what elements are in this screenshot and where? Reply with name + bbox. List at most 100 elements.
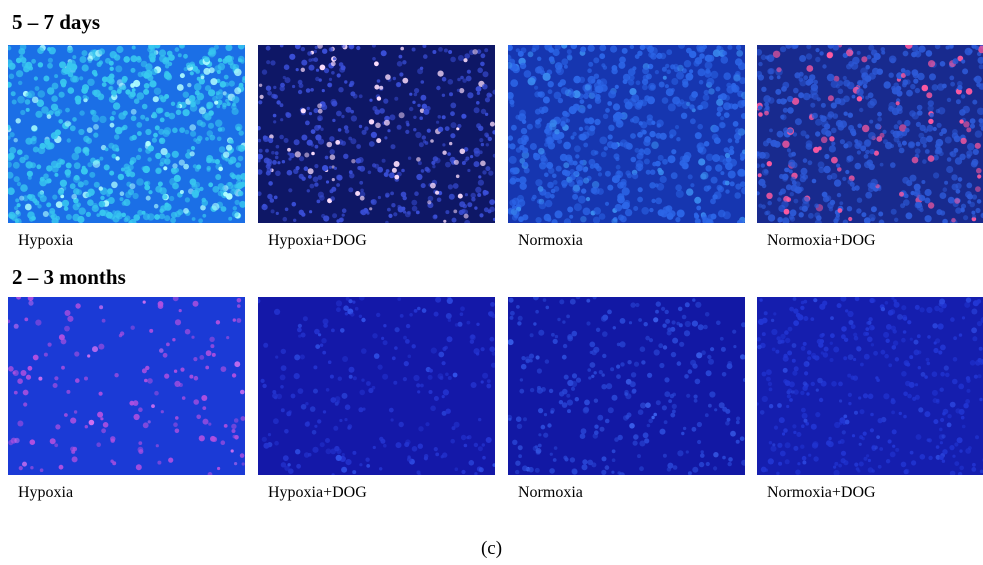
cell-nucleus [736,50,743,57]
cell-nucleus [963,403,968,408]
cell-nucleus [490,122,495,127]
cell-nucleus [708,404,712,408]
cell-nucleus [620,216,627,223]
cell-nucleus [729,159,737,167]
cell-nucleus [67,138,71,142]
cell-nucleus [645,402,651,408]
cell-nucleus [572,373,577,378]
cell-nucleus [635,303,639,307]
cell-nucleus [852,95,856,99]
cell-nucleus [684,374,689,379]
cell-nucleus [21,370,27,376]
cell-nucleus [231,184,238,191]
cell-nucleus [233,435,237,439]
cell-nucleus [414,309,418,313]
cell-nucleus [777,131,784,138]
cell-nucleus [452,426,456,430]
cell-nucleus [465,193,468,196]
cell-nucleus [682,315,687,320]
cell-nucleus [546,306,550,310]
cell-nucleus [584,118,590,124]
cell-nucleus [708,359,714,365]
cell-nucleus [199,187,203,191]
cell-nucleus [154,391,159,396]
cell-nucleus [347,426,351,430]
cell-nucleus [387,129,390,132]
cell-nucleus [543,298,547,302]
cell-nucleus [772,443,775,446]
cell-nucleus [736,421,740,425]
cell-nucleus [294,139,300,145]
cell-nucleus [260,95,264,99]
cell-nucleus [783,99,787,103]
cell-nucleus [681,432,684,435]
cell-nucleus [482,170,486,174]
cell-nucleus [25,62,32,69]
cell-nucleus [476,352,479,355]
cell-nucleus [180,73,185,78]
cell-nucleus [871,58,877,64]
cell-nucleus [889,56,897,64]
cell-nucleus [467,202,472,207]
cell-nucleus [927,335,931,339]
cell-nucleus [725,189,729,193]
cell-nucleus [844,112,848,116]
cell-nucleus [856,346,861,351]
cell-nucleus [341,467,347,473]
cell-nucleus [848,402,851,405]
cell-nucleus [479,138,483,142]
cell-nucleus [767,201,772,206]
cell-nucleus [371,200,375,204]
cell-nucleus [173,422,178,427]
cell-nucleus [866,454,869,457]
figure-caption: (c) [0,538,983,560]
cell-nucleus [349,367,355,373]
cell-nucleus [666,70,671,75]
cell-nucleus [977,299,982,304]
cell-nucleus [360,189,364,193]
cell-nucleus [896,101,900,105]
cell-nucleus [574,145,581,152]
cell-nucleus [698,69,706,77]
cell-nucleus [303,316,308,321]
cell-nucleus [724,95,730,101]
cell-nucleus [740,437,745,442]
cell-nucleus [129,94,134,99]
cell-nucleus [889,73,894,78]
cell-nucleus [345,129,350,134]
cell-nucleus [799,72,804,77]
cell-nucleus [73,176,80,183]
cell-nucleus [972,336,977,341]
cell-nucleus [762,396,768,402]
cell-nucleus [649,208,653,212]
cell-nucleus [758,112,763,117]
cell-nucleus [547,182,554,189]
cell-nucleus [342,214,345,217]
cell-nucleus [593,57,599,63]
cell-nucleus [145,129,151,135]
cell-nucleus [393,212,397,216]
cell-nucleus [736,45,741,50]
cell-nucleus [822,192,828,198]
cell-nucleus [821,137,828,144]
cell-nucleus [655,70,659,74]
cell-nucleus [446,409,451,414]
cell-nucleus [142,211,146,215]
cell-nucleus [58,119,63,124]
cell-nucleus [806,53,812,59]
cell-nucleus [605,171,611,177]
cell-nucleus [597,415,603,421]
cell-nucleus [907,320,911,324]
cell-nucleus [215,174,221,180]
cell-nucleus [377,167,383,173]
cell-nucleus [821,333,825,337]
cell-nucleus [67,316,73,322]
cell-nucleus [552,174,557,179]
cell-nucleus [736,440,740,444]
cell-nucleus [158,129,164,135]
cell-nucleus [574,171,579,176]
cell-nucleus [390,192,394,196]
cell-nucleus [112,111,116,115]
cell-nucleus [697,144,701,148]
cell-nucleus [958,177,963,182]
